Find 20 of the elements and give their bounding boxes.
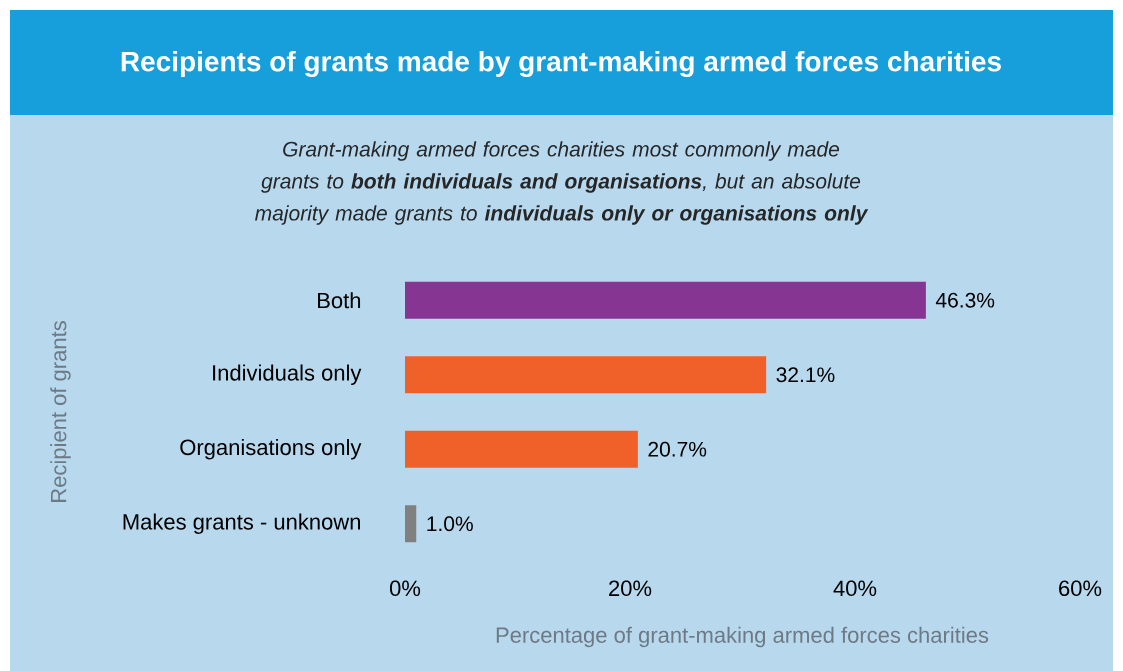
data-label: 46.3% [935, 292, 995, 308]
bar [405, 505, 417, 543]
y-tick-label: Organisations only [180, 438, 362, 460]
bar [405, 356, 767, 394]
y-axis-title: Recipient of grants [50, 321, 71, 502]
chart-title: Recipients of grants made by grant-making armed forces charities [121, 50, 1001, 78]
y-tick-label: Both [318, 292, 361, 309]
y-tick-label: Makes grants - unknown [123, 513, 360, 534]
bar [405, 430, 638, 468]
text: Grant-making armed forces charities most commonly made grants to both individuals and organisations, but an absolute majority made grants to individuals only or organisations only [255, 141, 869, 225]
x-tick-label: 40% [833, 580, 877, 597]
data-label: 20.7% [648, 441, 707, 457]
data-label: 32.1% [776, 367, 835, 383]
x-tick-label: 60% [1059, 580, 1102, 597]
x-axis-title: Percentage of grant-making armed forces charities [496, 626, 989, 648]
bar [405, 281, 926, 319]
x-tick-label: 20% [609, 580, 652, 597]
y-tick-label: Individuals only [213, 364, 362, 385]
x-tick-label: 0% [389, 580, 421, 597]
data-label: 1.0% [427, 516, 473, 532]
